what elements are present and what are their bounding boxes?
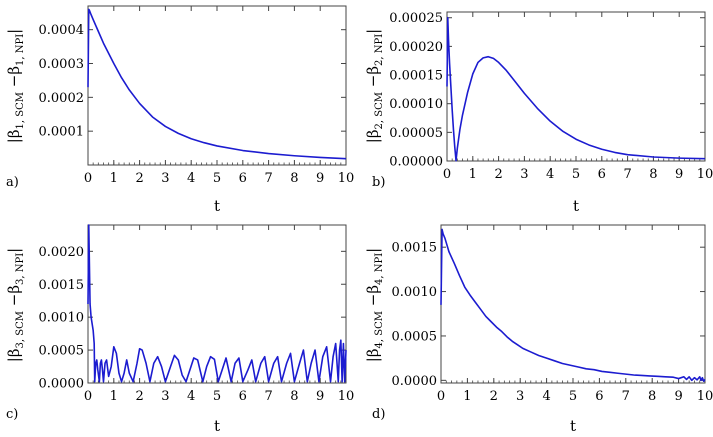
panel-label: d) <box>372 407 385 422</box>
y-tick-label: 0.00015 <box>389 69 443 84</box>
x-tick-label: 1 <box>110 389 118 404</box>
x-tick-label: 0 <box>437 389 445 404</box>
x-axis-label: t <box>570 417 576 435</box>
x-tick-label: 4 <box>546 167 554 182</box>
y-tick-label: 0.0015 <box>392 241 438 256</box>
y-tick-label: 0.00025 <box>389 11 443 26</box>
x-axis-label: t <box>214 417 220 435</box>
x-tick-label: 9 <box>316 389 324 404</box>
x-tick-label: 9 <box>675 167 683 182</box>
x-tick-label: 4 <box>187 171 195 186</box>
y-tick-label: 0.0010 <box>392 285 438 300</box>
panel-label: a) <box>6 175 19 190</box>
x-tick-label: 8 <box>290 171 298 186</box>
x-tick-label: 0 <box>84 171 92 186</box>
x-tick-label: 1 <box>463 389 471 404</box>
x-tick-label: 7 <box>264 171 272 186</box>
x-tick-label: 10 <box>338 171 355 186</box>
y-tick-label: 0.0001 <box>39 125 85 140</box>
x-tick-label: 0 <box>84 389 92 404</box>
y-tick-label: 0.0003 <box>39 57 85 72</box>
y-axis-label: |β1, SCM −β1, NPI| <box>5 29 26 143</box>
x-tick-label: 9 <box>674 389 682 404</box>
series-line <box>87 224 347 383</box>
x-tick-label: 1 <box>469 167 477 182</box>
y-tick-label: 0.0000 <box>392 374 438 389</box>
x-tick-label: 2 <box>490 389 498 404</box>
y-tick-label: 0.00005 <box>389 126 443 141</box>
x-tick-label: 2 <box>135 389 143 404</box>
y-tick-label: 0.00000 <box>389 155 443 170</box>
y-axis-label: |β3, SCM −β3, NPI| <box>5 248 26 362</box>
x-tick-label: 8 <box>649 167 657 182</box>
x-tick-label: 4 <box>542 389 550 404</box>
x-tick-label: 1 <box>110 171 118 186</box>
x-tick-label: 3 <box>161 389 169 404</box>
x-tick-label: 2 <box>494 167 502 182</box>
y-tick-label: 0.0005 <box>39 344 85 359</box>
y-tick-label: 0.0004 <box>39 23 85 38</box>
x-tick-label: 6 <box>239 171 247 186</box>
chart-panel-3: 0 1 2 3 4 5 6 7 8 9 10 0.0000 0.0005 0.0010 0.0015 0.00… <box>5 224 355 435</box>
x-tick-label: 5 <box>569 389 577 404</box>
panel-label: c) <box>6 407 18 422</box>
x-tick-label: 0 <box>443 167 451 182</box>
x-tick-label: 10 <box>697 389 713 404</box>
x-tick-label: 10 <box>338 389 355 404</box>
x-tick-label: 6 <box>239 389 247 404</box>
x-tick-label: 9 <box>316 171 324 186</box>
x-tick-label: 7 <box>622 389 630 404</box>
series-line <box>446 16 706 162</box>
x-axis-label: t <box>214 197 220 215</box>
y-tick-label: 0.0000 <box>39 377 85 392</box>
x-tick-label: 10 <box>697 167 713 182</box>
chart-panel-2: 0 1 2 3 4 5 6 7 8 9 10 0.00000 0.00005 0.00010 0.00015… <box>364 11 713 215</box>
x-tick-label: 3 <box>161 171 169 186</box>
x-tick-label: 2 <box>135 171 143 186</box>
chart-panel-4: 0 1 2 3 4 5 6 7 8 9 10 0.0000 0.0005 0.0010 0.0015 t |β4… <box>364 224 713 435</box>
x-tick-label: 6 <box>595 389 603 404</box>
x-tick-label: 4 <box>187 389 195 404</box>
y-tick-label: 0.0002 <box>39 91 85 106</box>
x-tick-label: 3 <box>516 389 524 404</box>
x-tick-label: 5 <box>213 171 221 186</box>
y-tick-label: 0.00020 <box>389 40 443 55</box>
x-tick-label: 7 <box>264 389 272 404</box>
x-axis-label: t <box>573 197 579 215</box>
x-tick-label: 5 <box>572 167 580 182</box>
x-tick-label: 7 <box>623 167 631 182</box>
y-tick-label: 0.0010 <box>39 311 85 326</box>
x-tick-label: 6 <box>598 167 606 182</box>
x-tick-label: 8 <box>290 389 298 404</box>
y-axis-label: |β2, SCM −β2, NPI| <box>364 29 385 143</box>
panel-label: b) <box>372 175 385 190</box>
x-tick-label: 5 <box>213 389 221 404</box>
series-line <box>440 228 706 383</box>
x-tick-label: 3 <box>520 167 528 182</box>
y-tick-label: 0.0020 <box>39 245 85 260</box>
x-tick-label: 8 <box>648 389 656 404</box>
y-tick-label: 0.0005 <box>392 329 438 344</box>
y-tick-label: 0.0015 <box>39 278 85 293</box>
y-axis-label: |β4, SCM −β4, NPI| <box>364 248 385 362</box>
y-tick-label: 0.00010 <box>389 97 443 112</box>
plot-frame <box>440 224 706 384</box>
series-line <box>87 8 347 160</box>
chart-panel-1: 0 1 2 3 4 5 6 7 8 9 10 0.0001 0.0002 0.0003 0.0004 t |β1… <box>5 5 355 215</box>
